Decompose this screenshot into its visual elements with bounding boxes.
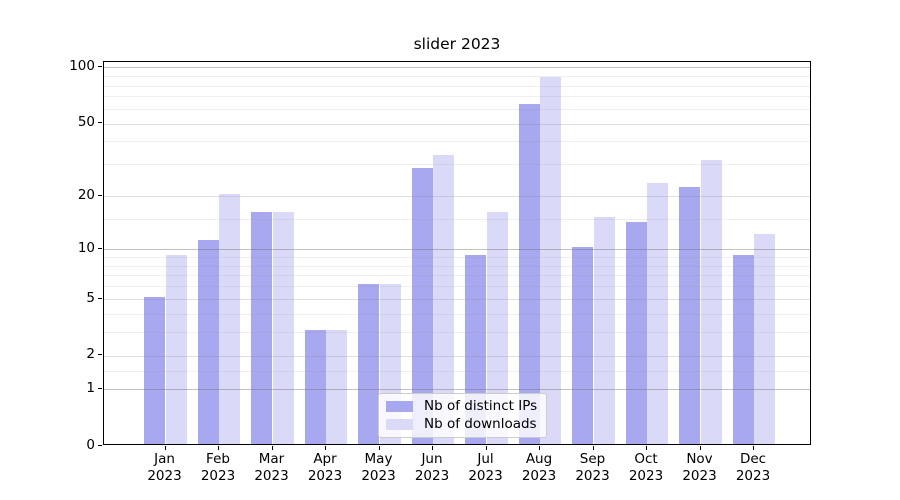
bar: [358, 284, 380, 444]
minor-gridline: [104, 76, 810, 78]
y-tick-label: 20: [77, 186, 95, 203]
bar: [197, 240, 219, 444]
bar: [251, 211, 273, 444]
y-tick-label: 100: [69, 57, 95, 74]
bar: [304, 330, 326, 444]
y-tick-mark: [98, 354, 102, 356]
bar: [272, 211, 294, 444]
y-tick-label: 10: [77, 239, 95, 256]
x-tick-label: Dec 2023: [735, 451, 771, 484]
x-tick-label: Jun 2023: [414, 451, 450, 484]
x-tick-label: Oct 2023: [628, 451, 664, 484]
x-tick-label: May 2023: [361, 451, 396, 484]
major-gridline: [104, 196, 810, 198]
x-tick-mark: [164, 446, 166, 450]
bar: [486, 211, 508, 444]
major-gridline: [104, 67, 810, 69]
major-gridline: [104, 299, 810, 301]
y-tick-label: 50: [77, 114, 95, 131]
x-tick-mark: [646, 446, 647, 450]
minor-gridline: [104, 96, 810, 98]
bar: [572, 247, 594, 444]
bar: [540, 76, 562, 444]
minor-gridline: [104, 257, 810, 259]
y-tick-mark: [98, 387, 102, 389]
bar: [754, 233, 776, 444]
major-gridline: [104, 355, 810, 357]
x-tick-label: Nov 2023: [682, 451, 717, 484]
y-tick-mark: [98, 247, 102, 249]
minor-gridline: [104, 275, 810, 277]
plot-area: [103, 61, 811, 445]
x-tick-label: Sep 2023: [575, 451, 610, 484]
minor-gridline: [104, 164, 810, 166]
x-tick-mark: [325, 446, 326, 450]
bar: [732, 255, 754, 444]
y-tick-mark: [98, 194, 102, 196]
minor-gridline: [104, 218, 810, 220]
x-tick-label: Apr 2023: [307, 451, 343, 484]
y-tick-mark: [98, 444, 102, 446]
x-tick-mark: [753, 446, 754, 450]
bar: [679, 186, 701, 444]
bar: [700, 159, 722, 444]
y-tick-label: 0: [86, 436, 95, 453]
bar: [326, 330, 348, 444]
x-tick-label: Jul 2023: [468, 451, 503, 484]
bar: [411, 167, 433, 444]
bar: [219, 194, 241, 444]
x-tick-mark: [592, 446, 594, 450]
minor-gridline: [104, 141, 810, 143]
bar: [593, 216, 615, 444]
legend-label-downloads: Nb of downloads: [424, 416, 537, 432]
x-tick-mark: [539, 446, 540, 450]
legend-swatch-downloads: [386, 419, 413, 430]
legend-label-distinct-ips: Nb of distinct IPs: [424, 398, 538, 414]
x-tick-mark: [378, 446, 380, 450]
legend-item-distinct-ips: Nb of distinct IPs: [386, 399, 539, 414]
minor-gridline: [104, 370, 810, 372]
x-tick-mark: [218, 446, 219, 450]
y-tick-mark: [98, 65, 102, 67]
x-tick-mark: [432, 446, 433, 450]
bar: [518, 104, 540, 444]
x-tick-label: Feb 2023: [200, 451, 236, 484]
minor-gridline: [104, 85, 810, 87]
x-tick-mark: [699, 446, 701, 450]
minor-gridline: [104, 108, 810, 110]
y-tick-label: 2: [86, 346, 95, 363]
legend-item-downloads: Nb of downloads: [386, 417, 539, 432]
legend: Nb of distinct IPs Nb of downloads: [378, 393, 547, 438]
chart-title: slider 2023: [413, 35, 501, 53]
x-tick-label: Jan 2023: [147, 451, 182, 484]
minor-gridline: [104, 313, 810, 315]
major-gridline: [104, 389, 810, 391]
x-tick-mark: [271, 446, 273, 450]
bar: [144, 297, 166, 444]
minor-gridline: [104, 332, 810, 334]
bar: [165, 255, 187, 444]
legend-swatch-distinct-ips: [386, 401, 413, 412]
x-tick-label: Aug 2023: [521, 451, 557, 484]
x-tick-label: Mar 2023: [254, 451, 289, 484]
x-tick-mark: [485, 446, 487, 450]
y-tick-label: 5: [86, 289, 95, 306]
y-tick-label: 1: [86, 379, 95, 396]
y-tick-mark: [98, 122, 102, 124]
y-tick-mark: [98, 297, 102, 299]
major-gridline: [104, 123, 810, 125]
bar: [433, 154, 455, 444]
bar: [647, 183, 669, 444]
major-gridline: [104, 249, 810, 251]
minor-gridline: [104, 265, 810, 267]
bar: [625, 221, 647, 444]
minor-gridline: [104, 286, 810, 288]
